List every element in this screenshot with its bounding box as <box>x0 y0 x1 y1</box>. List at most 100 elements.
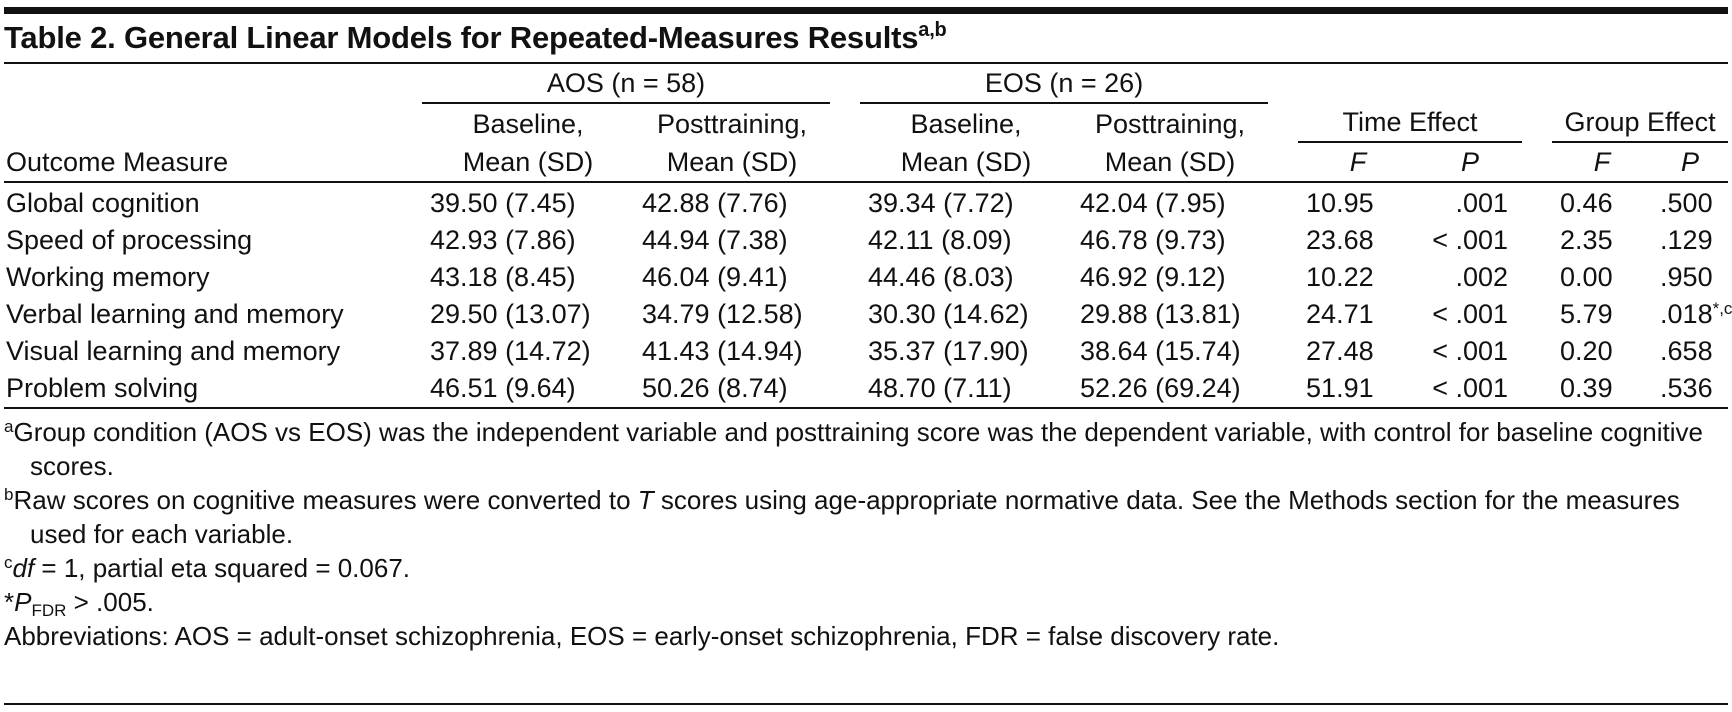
table-cell: 41.43 (14.94) <box>642 336 803 366</box>
table-cell: 42.93 (7.86) <box>430 225 576 255</box>
table-cell: 0.20 <box>1560 336 1613 366</box>
table-cell: 0.46 <box>1560 188 1613 218</box>
table-cell: 2.35 <box>1560 225 1613 255</box>
footnote-mark: c <box>4 553 13 572</box>
table-cell: 46.04 (9.41) <box>642 262 788 292</box>
spacer <box>830 296 860 333</box>
table-cell: .002 <box>1455 262 1509 292</box>
column-header-line: Baseline, <box>472 109 584 139</box>
spacer <box>1522 103 1552 142</box>
footnote: cdf = 1, partial eta squared = 0.067. <box>4 551 1704 585</box>
spacer <box>1522 182 1552 222</box>
spacer <box>1522 296 1552 333</box>
footnote: aGroup condition (AOS vs EOS) was the in… <box>4 415 1704 483</box>
table-cell: 37.89 (14.72) <box>430 336 591 366</box>
group-header: EOS (n = 26) <box>860 63 1269 104</box>
header-row: AOS (n = 58) EOS (n = 26) <box>4 63 1728 104</box>
cell-footnote-marks: *,c <box>1712 299 1732 318</box>
table-cell: 0.00 <box>1560 262 1613 292</box>
footnote-mark: * <box>4 587 15 617</box>
spacer <box>1522 333 1552 370</box>
document: Table 2. General Linear Models for Repea… <box>0 7 1732 712</box>
spacer <box>1522 370 1552 408</box>
table-cell: 42.88 (7.76) <box>642 188 788 218</box>
results-table: AOS (n = 58) EOS (n = 26) Baseline, Mean (S… <box>4 62 1732 409</box>
footnote-text: > .005. <box>66 587 154 617</box>
spacer <box>830 259 860 296</box>
footnote-italic: df <box>12 553 35 583</box>
table-cell: 46.92 (9.12) <box>1080 262 1226 292</box>
table-header: AOS (n = 58) EOS (n = 26) Baseline, Mean (S… <box>4 63 1729 183</box>
title-text: Table 2. General Linear Models for Repea… <box>4 20 919 55</box>
column-header-line: Mean (SD) <box>462 147 594 177</box>
table-cell: 39.34 (7.72) <box>868 188 1014 218</box>
spacer <box>1522 222 1552 259</box>
footnote-text: Raw scores on cognitive measures were co… <box>13 485 638 515</box>
table-cell: .129 <box>1660 225 1713 255</box>
table-cell: 46.51 (9.64) <box>430 373 576 403</box>
header-row: Baseline, Mean (SD) Posttraining, Mean (SD)… <box>4 103 1729 183</box>
table-row: Problem solving 46.51 (9.64) 50.26 (8.74) 4… <box>4 370 1728 408</box>
spacer <box>1268 142 1299 183</box>
row-label: Problem solving <box>6 373 199 403</box>
column-header: Baseline, Mean (SD) <box>860 103 1073 183</box>
spacer <box>1268 63 1728 103</box>
table-cell: 29.50 (13.07) <box>430 299 591 329</box>
spacer <box>830 333 860 370</box>
column-header: Posttraining, Mean (SD) <box>1072 103 1269 183</box>
footnote-text: scores using age-appropriate normative d… <box>30 485 1680 549</box>
footnote-mark: a <box>4 417 14 436</box>
top-rule <box>4 7 1728 14</box>
page: {"title": "Table 2. General Linear Model… <box>0 7 1732 712</box>
spacer <box>1522 142 1553 183</box>
header-row: Outcome Measure F P F P <box>4 142 1729 183</box>
table-cell: 44.46 (8.03) <box>868 262 1014 292</box>
row-label: Speed of processing <box>6 225 253 255</box>
table-cell: 27.48 <box>1306 336 1374 366</box>
footnote-italic: T <box>637 485 654 515</box>
footnote: bRaw scores on cognitive measures were c… <box>4 483 1704 551</box>
footnote-text: = 1, partial eta squared = 0.067. <box>34 553 411 583</box>
table-cell: 42.11 (8.09) <box>868 225 1012 255</box>
table-title: Table 2. General Linear Models for Repea… <box>4 14 1728 62</box>
table-cell: .536 <box>1660 373 1713 403</box>
bottom-rule <box>4 703 1728 705</box>
empty-cell <box>4 103 422 142</box>
row-label: Global cognition <box>6 188 200 218</box>
row-label: Verbal learning and memory <box>6 299 344 329</box>
column-header-line: Mean (SD) <box>1104 147 1236 177</box>
table-cell: .001 <box>1455 188 1509 218</box>
table-cell: 24.71 <box>1306 299 1374 329</box>
table-cell: 0.39 <box>1560 373 1613 403</box>
footnote-subscript: FDR <box>31 601 67 620</box>
column-header-line: Baseline, <box>910 109 1022 139</box>
table-cell: 29.88 (13.81) <box>1080 299 1241 329</box>
table-cell: .658 <box>1660 336 1713 366</box>
footnotes: aGroup condition (AOS vs EOS) was the in… <box>4 409 1704 653</box>
footnote-text: Group condition (AOS vs EOS) was the ind… <box>13 417 1703 481</box>
spacer <box>830 370 860 408</box>
row-label: Visual learning and memory <box>6 336 341 366</box>
spacer <box>1268 182 1298 222</box>
table-body: Global cognition 39.50 (7.45) 42.88 (7.76)… <box>4 182 1732 408</box>
table-row: Verbal learning and memory 29.50 (13.07) 3… <box>4 296 1732 333</box>
column-header: Posttraining, Mean (SD) <box>634 103 831 183</box>
column-header: P <box>1652 142 1729 183</box>
table-row: Global cognition 39.50 (7.45) 42.88 (7.76)… <box>4 182 1728 222</box>
table-cell: 48.70 (7.11) <box>868 373 1012 403</box>
row-label: Working memory <box>6 262 210 292</box>
column-header: Baseline, Mean (SD) <box>422 103 634 183</box>
spacer <box>830 63 860 103</box>
footnote-mark: b <box>4 485 14 504</box>
table-cell: < .001 <box>1432 336 1509 366</box>
group-header: Time Effect <box>1298 103 1523 143</box>
spacer <box>830 103 861 183</box>
spacer <box>830 222 860 259</box>
table-cell: 46.78 (9.73) <box>1080 225 1226 255</box>
table-cell: 5.79 <box>1560 299 1613 329</box>
group-header: Group Effect <box>1552 103 1729 143</box>
spacer <box>1268 333 1298 370</box>
spacer <box>1268 370 1298 408</box>
column-header: Outcome Measure <box>4 142 422 183</box>
column-header-line: Mean (SD) <box>900 147 1032 177</box>
